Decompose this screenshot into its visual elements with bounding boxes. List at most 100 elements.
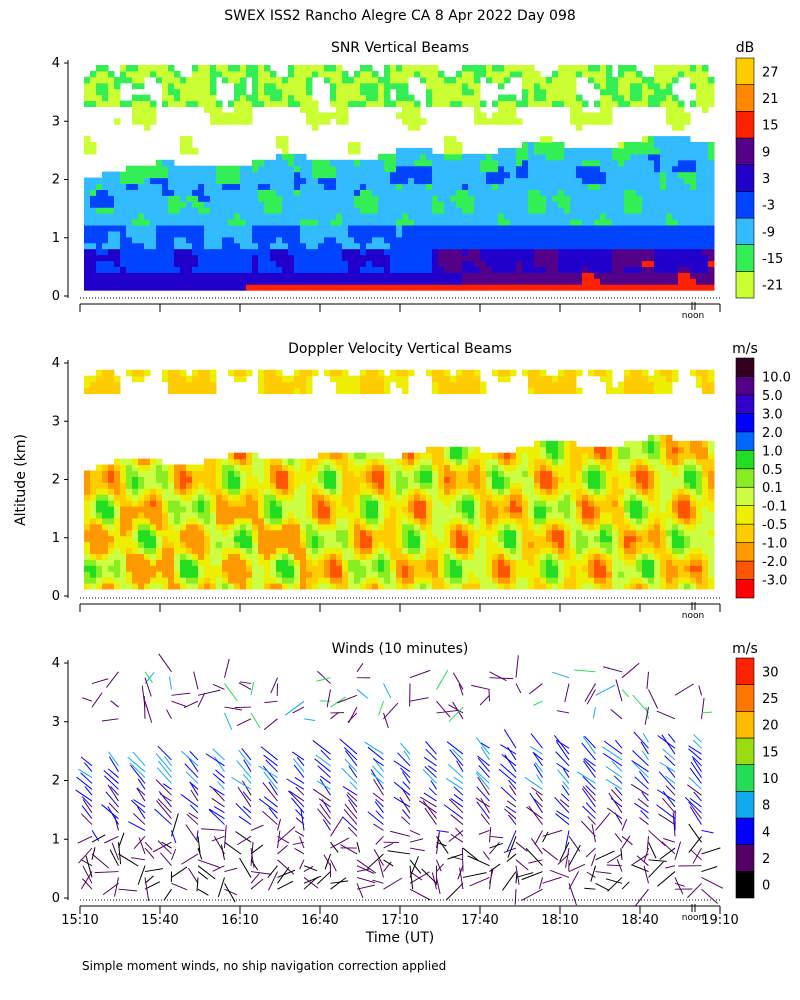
snr-cell bbox=[138, 230, 145, 238]
velocity-cell bbox=[402, 369, 409, 377]
snr-cell bbox=[474, 64, 481, 72]
snr-cell bbox=[408, 254, 415, 262]
snr-cell bbox=[300, 242, 307, 250]
snr-cell bbox=[324, 278, 331, 285]
snr-cell bbox=[234, 213, 241, 220]
snr-cell bbox=[606, 82, 613, 90]
snr-cell bbox=[84, 88, 91, 96]
velocity-cell bbox=[432, 565, 439, 572]
velocity-cell bbox=[222, 529, 229, 537]
velocity-cell bbox=[186, 511, 193, 519]
snr-cell bbox=[174, 272, 181, 279]
velocity-cell bbox=[312, 541, 319, 549]
snr-cell bbox=[318, 112, 325, 119]
velocity-cell bbox=[264, 517, 271, 525]
snr-cell bbox=[156, 254, 163, 262]
snr-cell bbox=[618, 165, 625, 173]
velocity-cell bbox=[96, 547, 103, 554]
velocity-cell bbox=[198, 523, 205, 531]
velocity-cell bbox=[486, 494, 493, 501]
snr-cell bbox=[540, 201, 547, 208]
snr-cell bbox=[576, 260, 583, 267]
velocity-cell bbox=[348, 559, 355, 566]
velocity-cell bbox=[198, 577, 205, 584]
snr-cell bbox=[240, 177, 247, 185]
velocity-cell bbox=[210, 458, 217, 466]
snr-cell bbox=[660, 272, 667, 279]
velocity-cell bbox=[198, 553, 205, 560]
snr-cell bbox=[618, 230, 625, 238]
snr-cell bbox=[558, 153, 565, 161]
snr-cell bbox=[438, 230, 445, 238]
snr-cell bbox=[246, 100, 253, 108]
snr-cell bbox=[108, 207, 115, 214]
snr-cell bbox=[414, 177, 421, 185]
velocity-cell bbox=[216, 500, 223, 507]
velocity-cell bbox=[378, 387, 385, 395]
velocity-cell bbox=[96, 464, 103, 472]
velocity-cell bbox=[180, 565, 187, 572]
velocity-cell bbox=[282, 476, 289, 483]
snr-cell bbox=[552, 76, 559, 84]
velocity-cell bbox=[378, 535, 385, 543]
velocity-cell bbox=[486, 470, 493, 477]
snr-cell bbox=[684, 224, 691, 232]
velocity-cell bbox=[426, 511, 433, 519]
velocity-cell bbox=[150, 541, 157, 549]
velocity-cell bbox=[192, 482, 199, 489]
velocity-cell bbox=[336, 506, 343, 513]
velocity-cell bbox=[372, 523, 379, 531]
snr-cell bbox=[414, 189, 421, 196]
snr-cell bbox=[642, 213, 649, 220]
snr-cell bbox=[438, 254, 445, 262]
snr-cell bbox=[444, 88, 451, 96]
snr-cell bbox=[708, 284, 715, 291]
velocity-cell bbox=[168, 583, 175, 590]
snr-cell bbox=[696, 260, 703, 267]
velocity-cell bbox=[276, 476, 283, 483]
velocity-cell bbox=[288, 547, 295, 554]
snr-cell bbox=[510, 70, 517, 78]
snr-cell bbox=[624, 100, 631, 108]
snr-cell bbox=[252, 266, 259, 273]
snr-cell bbox=[114, 230, 121, 238]
velocity-cell bbox=[90, 535, 97, 543]
snr-cell bbox=[540, 219, 547, 226]
snr-cell bbox=[420, 177, 427, 185]
velocity-cell bbox=[306, 488, 313, 495]
velocity-cell bbox=[258, 529, 265, 537]
snr-cell bbox=[378, 260, 385, 267]
snr-cell bbox=[534, 266, 541, 273]
snr-cell bbox=[312, 266, 319, 273]
snr-cell bbox=[474, 189, 481, 196]
snr-cell bbox=[432, 195, 439, 202]
snr-cell bbox=[144, 224, 151, 232]
snr-cell bbox=[588, 147, 595, 155]
velocity-cell bbox=[360, 476, 367, 483]
snr-cell bbox=[360, 248, 367, 256]
snr-cell bbox=[432, 207, 439, 214]
velocity-cell bbox=[312, 583, 319, 590]
velocity-cell bbox=[96, 559, 103, 566]
snr-cell bbox=[162, 82, 169, 90]
velocity-cell bbox=[342, 511, 349, 519]
snr-cell bbox=[180, 88, 187, 96]
velocity-cell bbox=[480, 571, 487, 578]
snr-cell bbox=[684, 248, 691, 256]
snr-cell bbox=[618, 171, 625, 179]
velocity-cell bbox=[258, 500, 265, 507]
snr-cell bbox=[102, 82, 109, 90]
snr-cell bbox=[174, 207, 181, 214]
snr-cell bbox=[702, 266, 709, 273]
velocity-cell bbox=[204, 500, 211, 507]
snr-cell bbox=[210, 207, 217, 214]
snr-cell bbox=[180, 94, 187, 102]
velocity-cell bbox=[354, 381, 361, 389]
snr-cell bbox=[516, 219, 523, 226]
velocity-cell bbox=[234, 464, 241, 472]
snr-cell bbox=[270, 272, 277, 279]
snr-cell bbox=[144, 201, 151, 208]
velocity-cell bbox=[210, 369, 217, 377]
snr-cell bbox=[678, 219, 685, 226]
velocity-cell bbox=[480, 470, 487, 477]
